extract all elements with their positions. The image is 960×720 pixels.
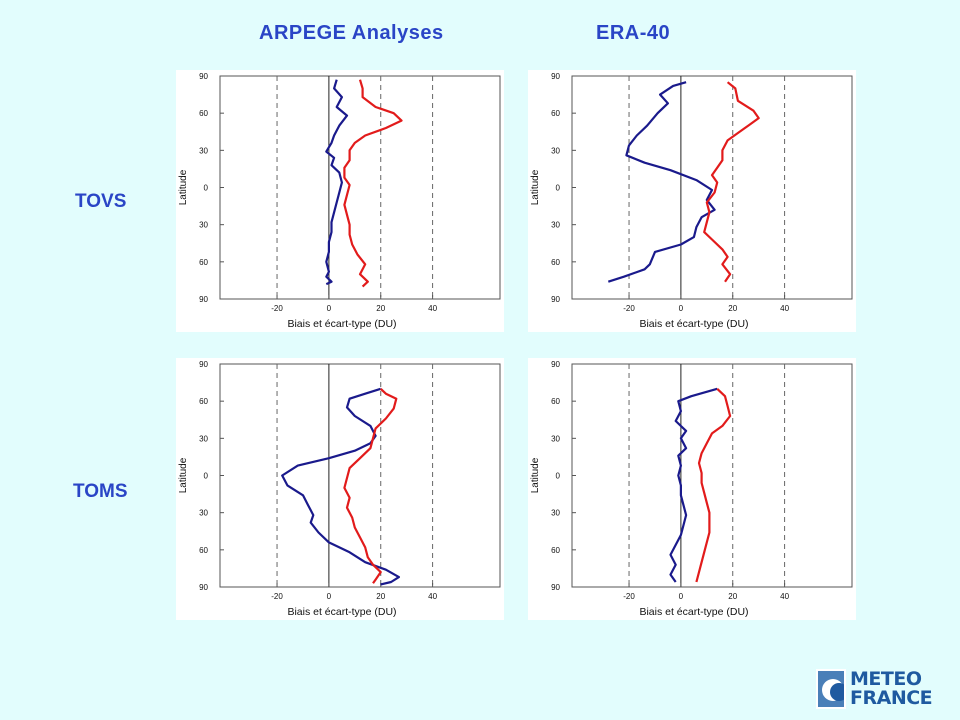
y-tick-label: 90 xyxy=(551,583,560,592)
stddev-line xyxy=(343,387,398,584)
y-tick-label: 30 xyxy=(199,221,208,230)
y-axis-label: Latitude xyxy=(178,169,189,205)
x-axis-label: Biais et écart-type (DU) xyxy=(639,318,748,330)
plot-frame xyxy=(219,75,501,300)
chart-panel-tovs-era40: 90 60 30 0 30 60 90 -20 0 20 40 Biais et écart-type… xyxy=(528,70,856,332)
chart-panel-toms-arpege: 90 60 30 0 30 60 90 -20 0 20 40 Biais et écart-type… xyxy=(176,358,504,620)
x-tick-label: 40 xyxy=(780,304,789,313)
logo-line1: METEO xyxy=(850,668,922,690)
logo-emblem-icon xyxy=(816,669,846,709)
chart-svg: 90 60 30 0 30 60 90 -20 0 20 40 Biais et écart-type… xyxy=(178,360,501,618)
y-tick-label: 90 xyxy=(199,360,208,369)
chart-svg: 90 60 30 0 30 60 90 -20 0 20 40 Biais et écart-type… xyxy=(178,72,501,330)
row-label-tovs: TOVS xyxy=(75,191,127,212)
bias-line xyxy=(669,387,718,583)
y-tick-label: 90 xyxy=(551,72,560,81)
x-tick-label: -20 xyxy=(271,304,283,313)
y-tick-label: 90 xyxy=(199,295,208,304)
y-tick-label: 30 xyxy=(551,221,560,230)
y-tick-label: 0 xyxy=(556,472,561,481)
y-tick-label: 90 xyxy=(199,72,208,81)
y-axis-label: Latitude xyxy=(530,169,541,205)
y-tick-label: 30 xyxy=(551,146,560,155)
chart-panel-toms-era40: 90 60 30 0 30 60 90 -20 0 20 40 Biais et écart-type… xyxy=(528,358,856,620)
y-axis-label: Latitude xyxy=(530,457,541,493)
column-title-era40: ERA-40 xyxy=(596,22,671,44)
chart-svg: 90 60 30 0 30 60 90 -20 0 20 40 Biais et écart-type… xyxy=(530,72,853,330)
x-tick-label: -20 xyxy=(623,592,635,601)
stddev-line xyxy=(343,79,403,288)
x-tick-label: 0 xyxy=(327,304,332,313)
x-tick-label: 40 xyxy=(428,304,437,313)
logo-line2: FRANCE xyxy=(850,687,933,709)
y-tick-label: 30 xyxy=(551,509,560,518)
y-tick-label: 60 xyxy=(199,258,208,267)
x-tick-label: 40 xyxy=(428,592,437,601)
stddev-line xyxy=(703,81,760,283)
y-tick-label: 60 xyxy=(199,546,208,555)
x-axis-label: Biais et écart-type (DU) xyxy=(287,318,396,330)
x-tick-label: -20 xyxy=(623,304,635,313)
x-tick-label: 0 xyxy=(679,304,684,313)
y-tick-label: 60 xyxy=(551,258,560,267)
plot-frame xyxy=(571,75,853,300)
x-axis-label: Biais et écart-type (DU) xyxy=(287,606,396,618)
bias-line xyxy=(607,81,716,283)
y-tick-label: 0 xyxy=(556,184,561,193)
x-tick-label: 20 xyxy=(728,592,737,601)
y-tick-label: 60 xyxy=(199,397,208,406)
x-tick-label: 20 xyxy=(376,592,385,601)
y-tick-label: 30 xyxy=(551,434,560,443)
y-tick-label: 30 xyxy=(199,434,208,443)
x-tick-label: 20 xyxy=(728,304,737,313)
y-tick-label: 90 xyxy=(551,360,560,369)
row-label-toms: TOMS xyxy=(73,481,128,502)
chart-panel-tovs-arpege: 90 60 30 0 30 60 90 -20 0 20 40 Biais et écart-type… xyxy=(176,70,504,332)
y-tick-label: 30 xyxy=(199,146,208,155)
y-tick-label: 90 xyxy=(199,583,208,592)
x-tick-label: 40 xyxy=(780,592,789,601)
stddev-line xyxy=(695,388,732,583)
bias-line xyxy=(325,79,349,286)
y-tick-label: 90 xyxy=(551,295,560,304)
plot-frame xyxy=(219,363,501,588)
y-tick-label: 0 xyxy=(204,472,209,481)
y-tick-label: 0 xyxy=(204,184,209,193)
x-tick-label: 0 xyxy=(679,592,684,601)
x-tick-label: -20 xyxy=(271,592,283,601)
y-axis-label: Latitude xyxy=(178,457,189,493)
y-tick-label: 60 xyxy=(199,109,208,118)
y-tick-label: 60 xyxy=(551,397,560,406)
x-tick-label: 0 xyxy=(327,592,332,601)
y-tick-label: 60 xyxy=(551,546,560,555)
bias-line xyxy=(281,387,400,586)
x-tick-label: 20 xyxy=(376,304,385,313)
x-axis-label: Biais et écart-type (DU) xyxy=(639,606,748,618)
y-tick-label: 60 xyxy=(551,109,560,118)
plot-frame xyxy=(571,363,853,588)
y-tick-label: 30 xyxy=(199,509,208,518)
meteo-france-logo: METEO FRANCE xyxy=(816,666,940,712)
column-title-arpege: ARPEGE Analyses xyxy=(259,22,444,44)
chart-svg: 90 60 30 0 30 60 90 -20 0 20 40 Biais et écart-type… xyxy=(530,360,853,618)
